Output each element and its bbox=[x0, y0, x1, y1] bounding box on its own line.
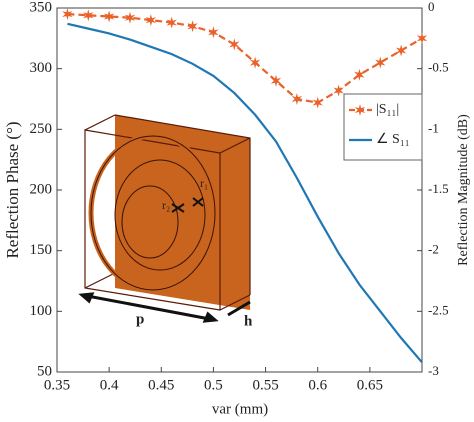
star-marker bbox=[208, 26, 219, 39]
y-tick-label: 100 bbox=[30, 303, 53, 319]
y-tick-label: 150 bbox=[30, 242, 53, 258]
patch-face bbox=[115, 115, 250, 310]
y-tick-label: 250 bbox=[30, 121, 53, 137]
star-marker bbox=[103, 10, 115, 23]
legend-label: ∠ S₁₁ bbox=[376, 132, 410, 147]
y-tick-label: 50 bbox=[37, 363, 52, 379]
h-arrow bbox=[227, 300, 251, 317]
y2-tick-label: -1 bbox=[428, 120, 439, 135]
star-marker bbox=[62, 8, 73, 21]
star-marker bbox=[354, 68, 365, 81]
series-line bbox=[67, 12, 423, 104]
annotation: r₁ bbox=[200, 176, 208, 190]
outer-ring-edge bbox=[90, 135, 216, 291]
x-tick-label: 0.65 bbox=[357, 377, 383, 393]
legend-marker bbox=[354, 104, 366, 116]
star-marker bbox=[166, 16, 177, 29]
series-line bbox=[67, 22, 423, 364]
annotation: r₂ bbox=[162, 198, 170, 212]
y-tick-label: 200 bbox=[30, 181, 53, 197]
star-marker bbox=[291, 93, 303, 105]
y-tick-label: 300 bbox=[30, 60, 53, 76]
inset-diagram: r₁ r₂ p h bbox=[78, 114, 253, 329]
star-marker bbox=[83, 9, 94, 22]
star-marker bbox=[249, 56, 261, 69]
inner-ring bbox=[121, 185, 179, 259]
y2-tick-label: -3 bbox=[428, 363, 439, 378]
x-tick-label: 0.4 bbox=[100, 377, 119, 393]
ring bbox=[114, 159, 206, 271]
x-tick-label: 0.55 bbox=[252, 377, 278, 393]
star-marker bbox=[124, 11, 136, 24]
star-marker bbox=[229, 38, 240, 51]
y2-axis-label: Reflection Magnitude (dB) bbox=[456, 114, 471, 266]
p-arrow bbox=[78, 292, 219, 323]
star-marker bbox=[375, 56, 386, 69]
x-tick-label: 0.35 bbox=[44, 377, 70, 393]
annotation: p bbox=[136, 311, 144, 327]
star-marker bbox=[145, 14, 157, 27]
star-marker bbox=[333, 84, 344, 97]
star-marker bbox=[395, 44, 407, 57]
star-marker bbox=[312, 96, 323, 109]
x-tick-label: 0.5 bbox=[204, 377, 223, 393]
legend-label: |S₁₁| bbox=[376, 102, 399, 117]
star-marker bbox=[187, 20, 198, 33]
y2-tick-label: -2 bbox=[428, 242, 439, 257]
x-tick-label: 0.45 bbox=[148, 377, 174, 393]
star-marker bbox=[416, 32, 428, 45]
annotation: h bbox=[244, 313, 253, 329]
x-axis-label: var (mm) bbox=[212, 401, 268, 417]
y2-tick-label: 0 bbox=[428, 0, 435, 14]
legend bbox=[343, 93, 423, 161]
y2-tick-label: -2.5 bbox=[428, 302, 449, 317]
cross-marks bbox=[171, 197, 204, 213]
y2-tick-label: -1.5 bbox=[428, 181, 449, 196]
box-edges bbox=[84, 114, 251, 311]
x-tick-label: 0.6 bbox=[308, 377, 327, 393]
y-axis-label: Reflection Phase (°) bbox=[3, 121, 22, 258]
star-marker bbox=[270, 74, 282, 87]
y2-tick-label: -0.5 bbox=[428, 60, 449, 75]
y-tick-label: 350 bbox=[30, 0, 53, 15]
